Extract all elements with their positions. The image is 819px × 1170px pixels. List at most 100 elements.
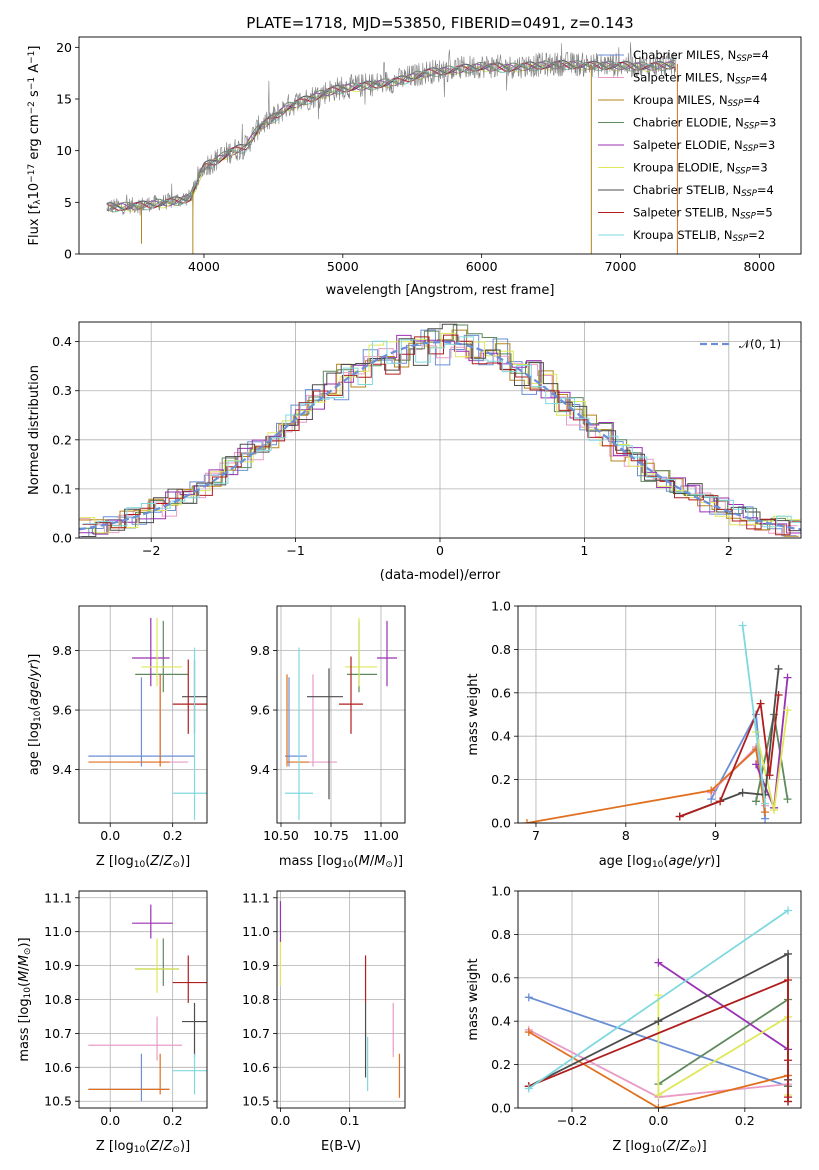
legend-sub: SSP — [736, 54, 752, 64]
y-axis-label: Normed distribution — [27, 365, 42, 495]
normal-reference-curve — [79, 341, 801, 531]
label-part: Z [log — [96, 1139, 134, 1154]
legend-sub: SSP — [733, 234, 749, 244]
y-tick-label: 9.4 — [250, 762, 270, 777]
legend-tail: =4 — [751, 71, 768, 85]
weight-point-marker — [784, 949, 793, 958]
label-part: / — [693, 854, 698, 869]
legend-label: Chabrier STELIB, NSSP=4 — [633, 183, 774, 199]
x-tick-label: 0.2 — [163, 1113, 183, 1128]
weight-point-marker — [654, 1017, 663, 1026]
label-part: ( — [17, 982, 32, 987]
y-tick-label: 20 — [56, 40, 72, 55]
errorbar-points — [285, 617, 397, 821]
y-tick-label: 9.8 — [52, 643, 72, 658]
label-part: −17 — [27, 164, 37, 183]
weight-point-marker — [783, 795, 792, 804]
y-tick-label: 1.0 — [491, 884, 511, 899]
weight-point-marker — [784, 1056, 793, 1065]
label-part: / — [676, 1139, 681, 1154]
label-part: M — [17, 955, 32, 966]
x-tick-label: 7000 — [605, 259, 637, 274]
label-part: age [log — [599, 854, 652, 869]
label-part: ⊙ — [23, 948, 33, 956]
y-tick-label: 0.6 — [491, 970, 511, 985]
weight-point-marker — [784, 1097, 793, 1106]
spectrum-axes: 4000 5000 6000 7000 8000 0 5 10 15 20 — [56, 40, 775, 274]
label-part: s — [27, 90, 42, 101]
y-tick-label: 9.8 — [250, 643, 270, 658]
axes-frame — [517, 605, 802, 824]
legend-label: Kroupa MILES, NSSP=4 — [633, 93, 760, 109]
legend-tail: =5 — [756, 206, 773, 220]
legend-label: Kroupa STELIB, NSSP=2 — [633, 228, 765, 244]
label-part: Z — [149, 1139, 160, 1154]
legend-sub: SSP — [735, 167, 751, 177]
weight-point-marker — [774, 690, 783, 699]
legend-sub: SSP — [744, 122, 760, 132]
y-tick-label: 10.7 — [242, 1026, 270, 1041]
panel-6-axes: 0.0 0.1 10.5 10.6 10.7 10.8 10.9 11.0 11.1 — [242, 890, 405, 1128]
y-tick-label: 0.4 — [491, 1014, 511, 1029]
x-axis-label: E(B-V) — [321, 1139, 361, 1154]
errorbar-points — [88, 904, 207, 1102]
axes-frame — [276, 890, 406, 1109]
weight-point-marker — [675, 812, 684, 821]
legend-text: Salpeter ELODIE, N — [633, 138, 743, 152]
legend-text: Chabrier MILES, N — [633, 48, 736, 62]
weight-series-line — [657, 997, 789, 1087]
label-part: 10 — [652, 860, 664, 870]
axes-frame — [78, 605, 208, 824]
y-tick-label: 0.4 — [52, 334, 72, 349]
weight-series-line — [528, 1031, 789, 1108]
panel-5-axes: 0.0 0.2 10.5 10.6 10.7 10.8 10.9 11.0 11.1 — [44, 890, 207, 1128]
x-tick-label: 0 — [436, 543, 444, 558]
observed-spectrum-line — [106, 42, 677, 216]
label-part: )] — [393, 854, 403, 869]
weight-point-marker — [524, 1028, 533, 1037]
legend-tail: =4 — [757, 183, 774, 197]
y-tick-label: 10.5 — [242, 1094, 270, 1109]
x-axis-label: age [log10(age/yr)] — [599, 854, 721, 870]
legend-tail: =3 — [758, 138, 775, 152]
weight-point-marker — [783, 706, 792, 715]
label-part: ( — [662, 1139, 667, 1154]
y-tick-label: 0.1 — [52, 481, 72, 496]
legend-label: Chabrier MILES, NSSP=4 — [633, 48, 769, 64]
x-tick-label: 5000 — [327, 259, 359, 274]
x-axis-label: Z [log10(Z/Z⊙)] — [612, 1139, 706, 1155]
legend-tail: =4 — [743, 93, 760, 107]
histogram-series-line — [79, 329, 799, 537]
y-tick-label: 11.1 — [242, 890, 270, 905]
y-tick-label: 0 — [64, 247, 72, 262]
histogram-series-line — [79, 329, 797, 537]
weight-point-marker — [707, 786, 716, 795]
label-part: / — [17, 966, 32, 971]
label-part: −1 — [27, 77, 37, 90]
errorbar-points — [88, 617, 207, 821]
label-part: / — [159, 1139, 164, 1154]
label-part: M — [17, 971, 32, 982]
legend-text: Kroupa STELIB, N — [633, 228, 733, 242]
y-tick-label: 10.9 — [44, 958, 72, 973]
weight-point-marker — [716, 797, 725, 806]
y-tick-label: 0.2 — [491, 1057, 511, 1072]
weight-point-marker — [752, 760, 761, 769]
y-tick-label: 10.8 — [242, 992, 270, 1007]
label-part: 10 — [33, 710, 43, 722]
y-axis-label: mass weight — [466, 673, 481, 755]
x-tick-label: 0.0 — [100, 1113, 120, 1128]
y-tick-label: 0.3 — [52, 383, 72, 398]
y-tick-label: 0.6 — [491, 685, 511, 700]
legend-sub: SSP — [743, 144, 759, 154]
x-axis-label: wavelength [Angstrom, rest frame] — [326, 283, 555, 298]
label-part: mass [log — [279, 854, 342, 869]
label-part: 10 — [342, 860, 354, 870]
y-axis-label: age [log10(age/yr)] — [27, 654, 43, 776]
legend-label: Salpeter MILES, NSSP=4 — [633, 71, 768, 87]
spectrum-lines — [106, 42, 678, 254]
y-tick-label: 9.6 — [250, 703, 270, 718]
legend-label: Salpeter ELODIE, NSSP=3 — [633, 138, 775, 154]
y-tick-label: 0.0 — [491, 1101, 511, 1116]
